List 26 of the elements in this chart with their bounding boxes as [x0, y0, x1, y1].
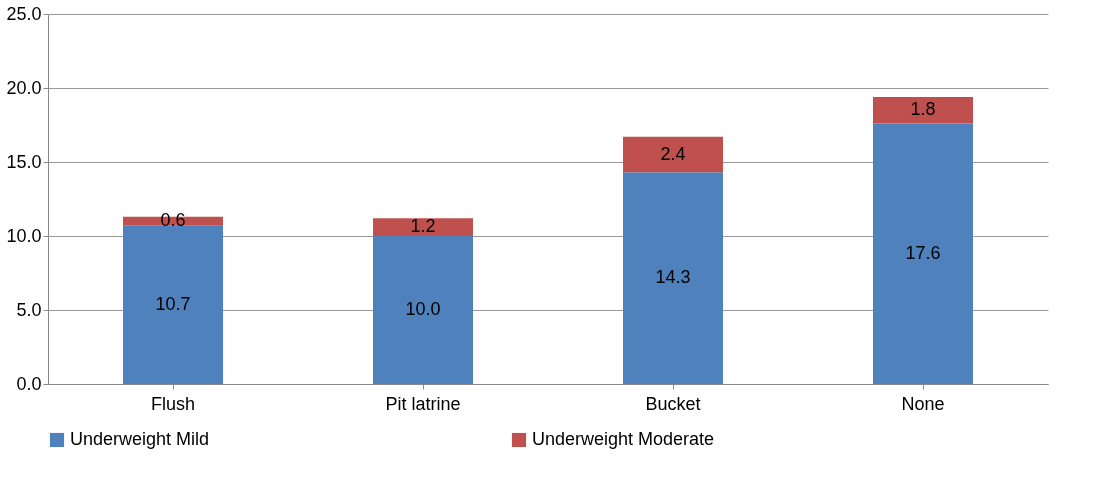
y-tick-label: 5.0 [16, 299, 42, 320]
bar [623, 136, 723, 173]
x-tick-label: Pit latrine [385, 393, 461, 414]
bar [373, 236, 473, 384]
bar [873, 123, 973, 384]
data-label: 10.0 [405, 299, 441, 319]
data-label: 2.4 [660, 143, 686, 164]
bar [623, 172, 723, 384]
x-tick-label: None [901, 393, 945, 414]
x-tick-label: Bucket [645, 393, 701, 414]
y-tick-label: 0.0 [16, 373, 42, 394]
y-tick-label: 15.0 [6, 151, 42, 172]
legend-label: Underweight Mild [70, 429, 210, 449]
bar [873, 96, 973, 124]
data-label: 14.3 [655, 267, 691, 288]
data-label: 10.7 [155, 293, 191, 314]
y-tick-label: 25.0 [6, 3, 42, 24]
data-label: 17.6 [905, 242, 941, 263]
y-tick-label: 20.0 [6, 77, 42, 98]
data-label: 1.2 [410, 216, 436, 237]
bar [123, 225, 223, 384]
bar [373, 218, 473, 236]
y-tick-label: 10.0 [6, 225, 42, 246]
x-tick-label: Flush [150, 393, 196, 414]
legend-label: Underweight Moderate [532, 429, 715, 449]
data-label: 1.8 [910, 99, 936, 120]
